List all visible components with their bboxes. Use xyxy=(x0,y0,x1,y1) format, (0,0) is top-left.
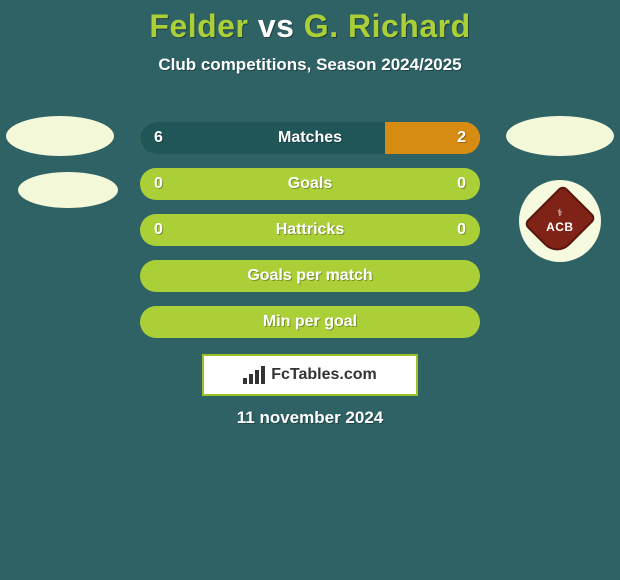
subtitle: Club competitions, Season 2024/2025 xyxy=(0,55,620,75)
bar-label: Goals xyxy=(288,175,332,192)
stat-bar: 0 0 Hattricks xyxy=(140,214,480,246)
bar-value-left: 6 xyxy=(154,122,163,154)
stats-bars: 6 2 Matches 0 0 Goals 0 0 Hattricks Goals per mat… xyxy=(140,122,480,352)
bar-label: Hattricks xyxy=(276,221,344,238)
title-player2: G. Richard xyxy=(304,8,471,44)
site-logo-text: FcTables.com xyxy=(271,366,377,384)
title: Felder vs G. Richard xyxy=(0,0,620,45)
stat-bar: Min per goal xyxy=(140,306,480,338)
stat-bar: 0 0 Goals xyxy=(140,168,480,200)
bar-value-right: 0 xyxy=(457,168,466,200)
bar-label: Min per goal xyxy=(263,313,357,330)
player2-avatar xyxy=(506,116,614,156)
stat-bar: 6 2 Matches xyxy=(140,122,480,154)
site-logo-box: FcTables.com xyxy=(202,354,418,396)
bar-value-right: 0 xyxy=(457,214,466,246)
bar-value-left: 0 xyxy=(154,214,163,246)
bar-label: Matches xyxy=(278,129,342,146)
date-label: 11 november 2024 xyxy=(0,408,620,428)
bar-label: Goals per match xyxy=(247,267,372,284)
title-vs: vs xyxy=(258,8,295,44)
bar-fill-left xyxy=(140,122,385,154)
bar-chart-icon xyxy=(243,366,265,384)
shield-letters: ACB xyxy=(546,221,574,233)
title-player1: Felder xyxy=(149,8,248,44)
player1-club-avatar xyxy=(18,172,118,208)
bar-value-right: 2 xyxy=(457,122,466,154)
chart-container: Felder vs G. Richard Club competitions, … xyxy=(0,0,620,580)
player1-avatar xyxy=(6,116,114,156)
stat-bar: Goals per match xyxy=(140,260,480,292)
bar-value-left: 0 xyxy=(154,168,163,200)
player2-club-badge: ⚕ ACB xyxy=(520,180,600,262)
shield-symbol-icon: ⚕ xyxy=(557,209,562,219)
